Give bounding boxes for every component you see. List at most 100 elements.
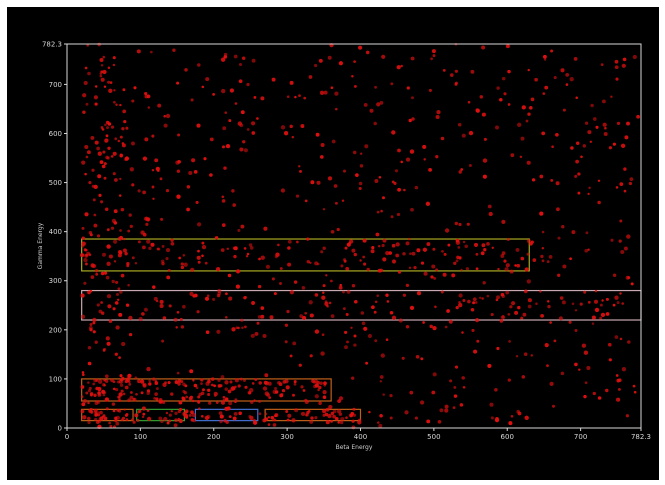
scatter-point [80, 314, 86, 319]
scatter-point [556, 207, 560, 212]
scatter-point [164, 381, 167, 385]
scatter-point [128, 315, 133, 321]
scatter-point [402, 252, 406, 256]
scatter-point [429, 324, 433, 329]
scatter-point [291, 418, 296, 423]
scatter-point [107, 66, 111, 69]
scatter-point [100, 70, 104, 73]
scatter-point [83, 80, 88, 86]
scatter-point [362, 255, 366, 259]
scatter-point [330, 229, 335, 234]
scatter-point [314, 293, 319, 297]
scatter-point [363, 262, 367, 266]
scatter-point [94, 269, 99, 273]
scatter-point [458, 222, 462, 227]
scatter-point [142, 232, 147, 237]
scatter-point [166, 421, 170, 425]
scatter-point [549, 381, 554, 387]
scatter-point [481, 45, 486, 50]
scatter-point [473, 349, 478, 354]
scatter-point [254, 331, 259, 336]
scatter-point [444, 228, 450, 233]
scatter-point [605, 388, 609, 393]
scatter-point [320, 250, 324, 254]
scatter-point [571, 302, 575, 306]
scatter-point [456, 255, 460, 260]
scatter-point [85, 102, 89, 106]
scatter-point [100, 271, 105, 276]
scatter-point [509, 305, 513, 309]
scatter-point [462, 299, 466, 302]
scatter-point [198, 407, 201, 410]
scatter-point [176, 169, 181, 173]
scatter-point [117, 253, 122, 258]
scatter-point [472, 297, 477, 302]
scatter-point [243, 325, 247, 329]
scatter-point [90, 263, 95, 268]
scatter-point [299, 169, 302, 173]
scatter-point [285, 409, 289, 414]
x-tick-label: 782.3 [631, 433, 651, 441]
scatter-point [84, 144, 89, 150]
scatter-point [321, 295, 326, 300]
scatter-point [632, 54, 637, 60]
scatter-point [239, 147, 244, 152]
scatter-point [115, 421, 120, 426]
scatter-point [105, 407, 109, 411]
scatter-point [192, 418, 196, 423]
x-axis-title: Beta Energy [336, 444, 373, 451]
scatter-point [180, 325, 185, 329]
scatter-point [122, 237, 126, 241]
scatter-point [454, 81, 458, 85]
scatter-point [217, 288, 222, 294]
scatter-point [319, 155, 324, 159]
scatter-point [582, 144, 587, 148]
scatter-point [212, 297, 216, 301]
scatter-point [93, 213, 97, 217]
scatter-point [87, 401, 90, 405]
scatter-point [475, 267, 479, 271]
scatter-point [351, 425, 356, 430]
scatter-point [616, 397, 621, 402]
scatter-point [200, 414, 204, 418]
scatter-point [341, 199, 345, 202]
scatter-point [191, 399, 195, 403]
scatter-point [174, 411, 178, 415]
scatter-point [379, 380, 383, 383]
plot-area-border [66, 43, 642, 429]
scatter-point [369, 108, 374, 113]
scatter-point [568, 320, 572, 324]
scatter-point [455, 305, 459, 310]
scatter-point [481, 112, 486, 117]
scatter-point [92, 330, 96, 334]
scatter-point [196, 255, 201, 260]
scatter-point [619, 292, 622, 295]
scatter-point [432, 247, 436, 251]
scatter-point [422, 247, 428, 252]
scatter-point [504, 267, 509, 272]
scatter-point [227, 273, 232, 278]
scatter-point [324, 301, 329, 306]
scatter-point [471, 328, 475, 332]
scatter-point [209, 137, 214, 142]
scatter-point [527, 68, 530, 72]
scatter-point [501, 76, 506, 81]
scatter-point [555, 181, 560, 186]
scatter-point [292, 393, 295, 397]
scatter-point [293, 380, 297, 384]
scatter-point [273, 292, 277, 296]
scatter-point [544, 85, 549, 90]
scatter-point [468, 164, 472, 167]
scatter-point [481, 243, 486, 248]
scatter-point [352, 413, 357, 417]
scatter-point [616, 121, 621, 126]
scatter-point [175, 326, 178, 329]
scatter-point [94, 102, 98, 106]
scatter-point [353, 252, 357, 257]
scatter-point [410, 96, 415, 100]
scatter-point [432, 54, 436, 58]
scatter-point [522, 312, 527, 317]
scatter-point [287, 239, 292, 244]
scatter-point [224, 387, 228, 391]
scatter-point [224, 397, 229, 401]
